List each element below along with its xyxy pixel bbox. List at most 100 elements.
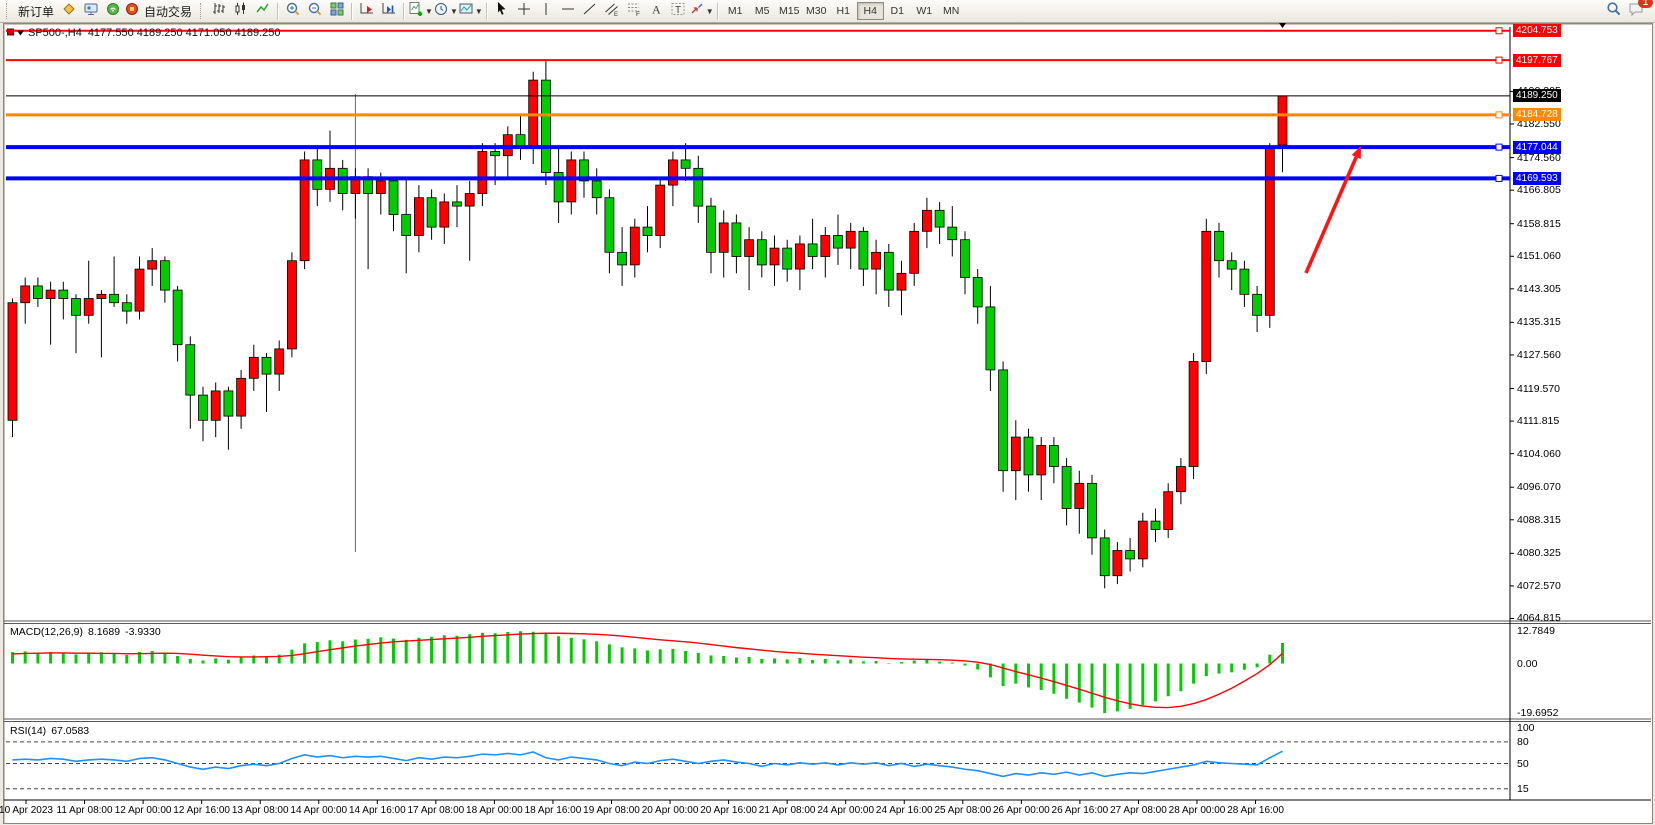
bar-chart-button[interactable] — [208, 1, 230, 21]
x-axis-label: 26 Apr 00:00 — [992, 805, 1050, 816]
vertical-line-button[interactable] — [535, 1, 557, 21]
x-axis-label: 19 Apr 08:00 — [583, 805, 640, 816]
chevron-down-icon: ▼ — [449, 6, 458, 16]
price-badge: 4189.250 — [1513, 89, 1561, 103]
zoom-out-button[interactable] — [304, 1, 326, 21]
tile-windows-button[interactable] — [326, 1, 348, 21]
notification-badge: 1 — [1638, 0, 1653, 8]
charts-button[interactable] — [58, 1, 80, 21]
x-axis-label: 12 Apr 00:00 — [114, 805, 172, 816]
chart-window[interactable] — [3, 23, 1653, 824]
y-axis-label: 4104.060 — [1517, 447, 1561, 460]
signal-button[interactable] — [102, 1, 124, 21]
arrows-button[interactable]: ▼ — [689, 1, 714, 21]
tf-m5-button[interactable]: M5 — [754, 5, 770, 17]
x-axis-label: 26 Apr 16:00 — [1051, 805, 1109, 816]
zoom-in-button[interactable] — [282, 1, 304, 21]
chart-shift-button[interactable] — [378, 1, 400, 21]
x-axis-label: 14 Apr 16:00 — [348, 805, 406, 816]
templates-button[interactable]: ▼ — [458, 1, 483, 21]
toolbar-separator — [485, 2, 488, 20]
text-label-button[interactable]: T — [667, 1, 689, 21]
tf-m30-button[interactable]: M30 — [806, 5, 827, 17]
monitor-icon — [83, 1, 99, 22]
autotrade-label: 自动交易 — [144, 4, 193, 19]
y-axis-label: 4072.570 — [1517, 579, 1561, 592]
toolbar-grip[interactable] — [200, 3, 204, 19]
notifications-button[interactable]: 1 — [1625, 0, 1653, 21]
cursor-button[interactable] — [491, 1, 513, 21]
chart-shift-icon — [381, 1, 397, 22]
x-axis-label: 28 Apr 00:00 — [1168, 805, 1226, 816]
y-axis-label: 4080.325 — [1517, 547, 1561, 560]
tf-h1-button[interactable]: H1 — [836, 5, 850, 17]
new-order-button[interactable]: 新订单 — [14, 1, 58, 21]
tf-m1-button[interactable]: M1 — [727, 5, 743, 17]
toolbar-separator — [351, 2, 354, 20]
toolbar: 新订单 自动交易 ▼ ▼ — [0, 0, 1655, 23]
tf-d1-button[interactable]: D1 — [890, 5, 904, 17]
y-axis-label: 4127.560 — [1517, 348, 1561, 361]
horizontal-line-icon — [560, 1, 576, 22]
text-icon: A — [648, 1, 664, 22]
zoom-out-icon — [307, 1, 323, 22]
tf-h4-button[interactable]: H4 — [856, 2, 884, 20]
ohlc-label: 4177.550 4189.250 4171.050 4189.250 — [87, 27, 281, 39]
indicators-button[interactable]: ▼ — [408, 1, 433, 21]
macd-label: MACD(12,26,9) 8.1689 -3.9330 — [10, 626, 166, 638]
fibonacci-button[interactable]: F — [623, 1, 645, 21]
gold-diamond-icon — [61, 1, 77, 22]
x-axis-label: 27 Apr 08:00 — [1110, 805, 1167, 816]
price-badge: 4204.753 — [1513, 24, 1561, 38]
x-axis-label: 18 Apr 00:00 — [466, 805, 523, 816]
periods-button[interactable]: ▼ — [433, 1, 458, 21]
autotrade-icon — [124, 1, 140, 22]
search-button[interactable] — [1603, 1, 1625, 21]
toolbar-separator — [403, 2, 406, 20]
svg-text:T: T — [675, 5, 681, 16]
x-axis-label: 12 Apr 16:00 — [173, 805, 230, 816]
toolbar-grip[interactable] — [6, 3, 10, 19]
arrows-icon — [689, 1, 705, 22]
macd-axis-label: -19.6952 — [1517, 707, 1559, 720]
bar-chart-icon — [211, 1, 227, 22]
candlestick-chart-button[interactable] — [230, 1, 252, 21]
profiles-button[interactable] — [80, 1, 102, 21]
horizontal-line-button[interactable] — [557, 1, 579, 21]
trendline-icon — [582, 1, 598, 22]
tile-windows-icon — [329, 1, 345, 22]
symbol-period-label: SP500-,H4 — [28, 27, 82, 39]
toolbar-separator — [277, 2, 280, 20]
autotrade-button[interactable]: 自动交易 — [124, 1, 196, 21]
y-axis-label: 4096.070 — [1517, 481, 1561, 494]
text-button[interactable]: A — [645, 1, 667, 21]
channel-button[interactable]: E — [601, 1, 623, 21]
rsi-name: RSI(14) — [10, 725, 47, 737]
chevron-down-icon: ▼ — [425, 6, 433, 16]
chevron-down-icon: ▼ — [474, 6, 483, 16]
vertical-line-icon — [538, 1, 554, 22]
tf-mn-button[interactable]: MN — [943, 5, 960, 17]
tf-m15-button[interactable]: M15 — [779, 5, 800, 17]
rsi-value: 67.0583 — [51, 725, 90, 737]
x-axis-label: 17 Apr 08:00 — [407, 805, 465, 816]
crosshair-button[interactable] — [513, 1, 535, 21]
price-badge: 4197.767 — [1513, 53, 1561, 67]
x-axis-label: 18 Apr 16:00 — [524, 805, 582, 816]
line-chart-icon — [255, 1, 271, 22]
y-axis-label: 4174.560 — [1517, 151, 1561, 164]
text-label-icon: T — [670, 1, 686, 22]
tf-w1-button[interactable]: W1 — [916, 5, 933, 17]
auto-scroll-button[interactable] — [356, 1, 378, 21]
new-order-label: 新订单 — [18, 4, 55, 19]
price-badge: 4184.728 — [1513, 108, 1561, 122]
trendline-button[interactable] — [579, 1, 601, 21]
y-axis-label: 4151.060 — [1517, 250, 1561, 263]
x-axis-label: 21 Apr 08:00 — [758, 805, 816, 816]
macd-axis-label: 12.7849 — [1517, 625, 1555, 638]
y-axis-label: 4111.815 — [1517, 415, 1560, 428]
periods-clock-icon — [433, 1, 449, 22]
line-chart-button[interactable] — [252, 1, 274, 21]
y-axis-label: 4166.805 — [1517, 184, 1561, 197]
